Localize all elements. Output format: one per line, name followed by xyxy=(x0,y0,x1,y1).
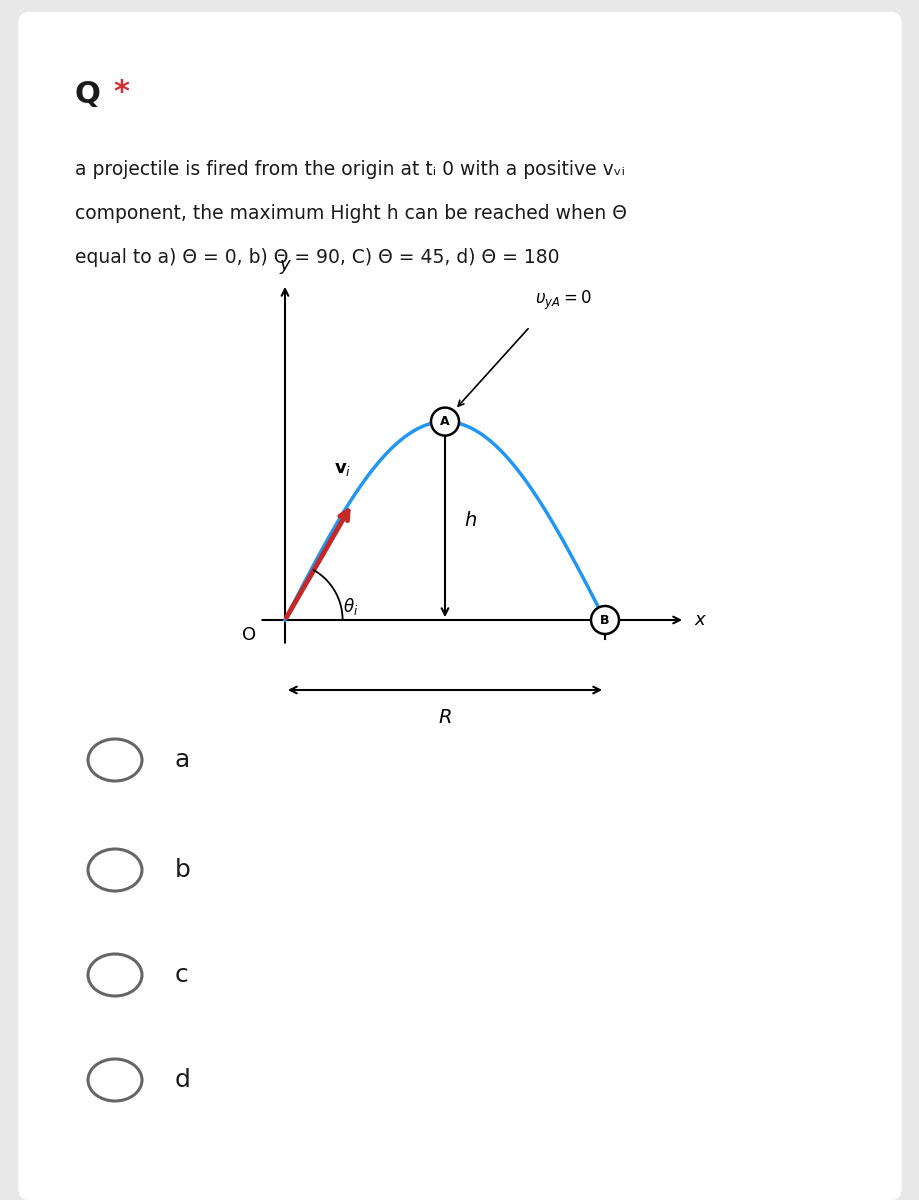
Circle shape xyxy=(430,408,459,436)
Text: $\theta_i$: $\theta_i$ xyxy=(343,596,357,617)
Text: Q: Q xyxy=(75,80,101,109)
Text: a: a xyxy=(175,748,190,772)
Text: O: O xyxy=(242,626,255,644)
Text: h: h xyxy=(464,511,476,530)
Text: $\mathbf{v}_i$: $\mathbf{v}_i$ xyxy=(334,460,351,478)
Text: y: y xyxy=(279,257,290,275)
Text: a projectile is fired from the origin at tᵢ 0 with a positive vᵥᵢ: a projectile is fired from the origin at… xyxy=(75,160,624,179)
Text: b: b xyxy=(175,858,190,882)
Text: equal to a) Θ = 0, b) Θ = 90, C) Θ = 45, d) Θ = 180: equal to a) Θ = 0, b) Θ = 90, C) Θ = 45,… xyxy=(75,248,559,266)
Text: A: A xyxy=(439,415,449,428)
Circle shape xyxy=(590,606,618,634)
Text: d: d xyxy=(175,1068,190,1092)
Text: c: c xyxy=(175,962,188,986)
Text: x: x xyxy=(694,611,705,629)
Text: $\upsilon_{yA} = 0$: $\upsilon_{yA} = 0$ xyxy=(535,288,591,312)
Text: R: R xyxy=(437,708,451,727)
Text: *: * xyxy=(113,78,129,107)
Text: B: B xyxy=(599,613,609,626)
Text: component, the maximum Hight h can be reached when Θ: component, the maximum Hight h can be re… xyxy=(75,204,626,223)
